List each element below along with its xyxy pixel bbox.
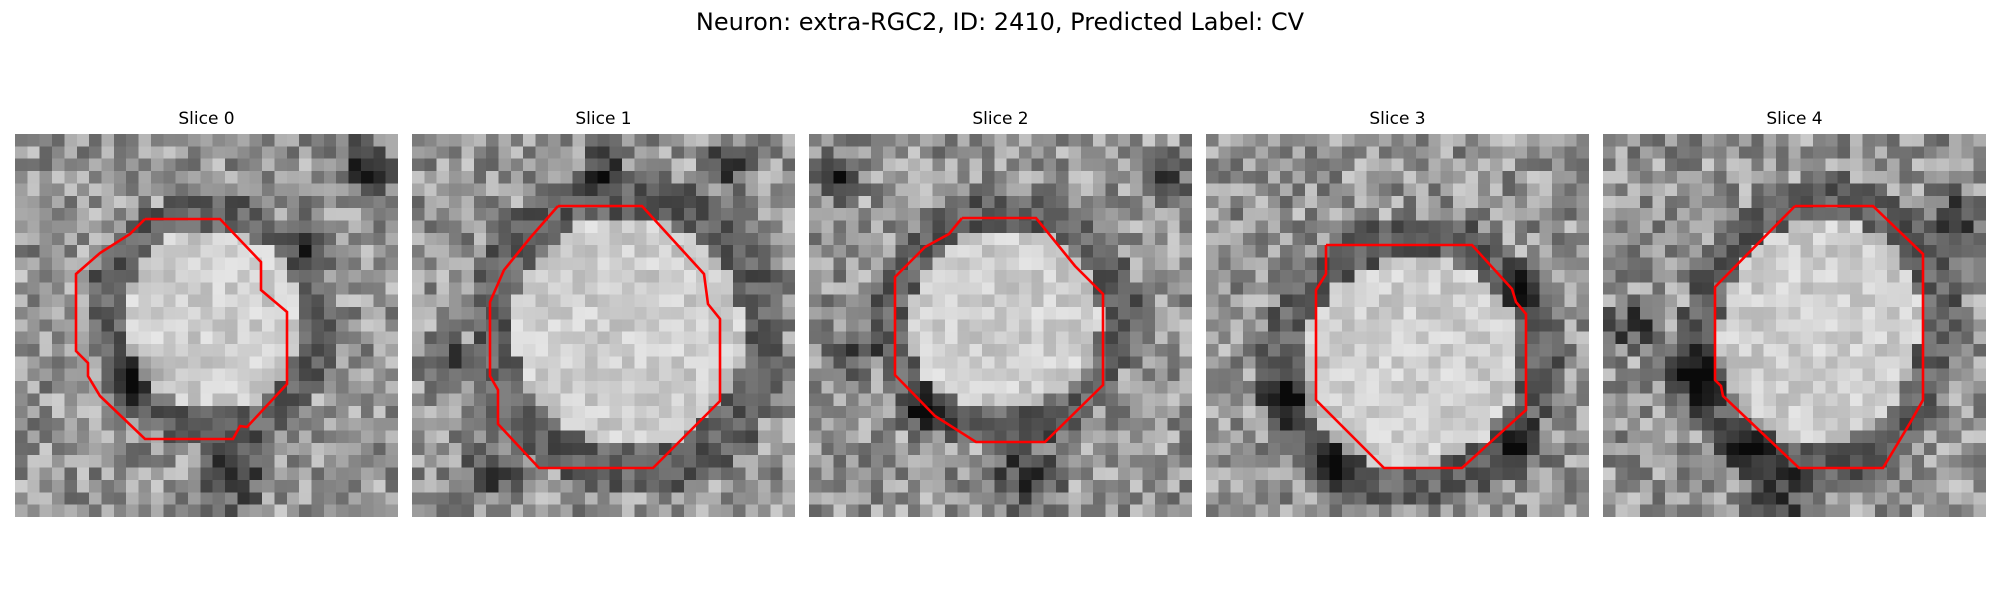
- roi-contour: [1713, 204, 1925, 470]
- roi-contour: [1314, 243, 1528, 470]
- slice-title: Slice 3: [1369, 109, 1426, 129]
- slice-image: [1603, 134, 1986, 517]
- slice-image: [412, 134, 795, 517]
- slice-image: [809, 134, 1192, 517]
- roi-contour-overlay: [1713, 204, 1925, 470]
- slice-image: [1206, 134, 1589, 517]
- slice-title: Slice 4: [1766, 109, 1823, 129]
- grayscale-micrograph: [412, 134, 795, 517]
- slice-image: [15, 134, 398, 517]
- grayscale-micrograph: [809, 134, 1192, 517]
- slice-panel-1: Slice 1: [412, 108, 795, 522]
- slice-title: Slice 1: [575, 109, 632, 129]
- slice-panel-2: Slice 2: [809, 108, 1192, 522]
- roi-contour: [74, 217, 289, 441]
- slice-panel-0: Slice 0: [15, 108, 398, 522]
- slice-panel-3: Slice 3: [1206, 108, 1589, 522]
- roi-contour-overlay: [488, 204, 722, 470]
- roi-contour-overlay: [74, 217, 289, 441]
- slice-panel-4: Slice 4: [1603, 108, 1986, 522]
- grayscale-micrograph: [15, 134, 398, 517]
- roi-contour-overlay: [893, 216, 1105, 444]
- roi-contour: [488, 204, 722, 470]
- roi-contour-overlay: [1314, 243, 1528, 470]
- roi-contour: [893, 216, 1105, 444]
- slice-title: Slice 0: [178, 109, 235, 129]
- slice-title: Slice 2: [972, 109, 1029, 129]
- figure-title: Neuron: extra-RGC2, ID: 2410, Predicted …: [695, 8, 1305, 36]
